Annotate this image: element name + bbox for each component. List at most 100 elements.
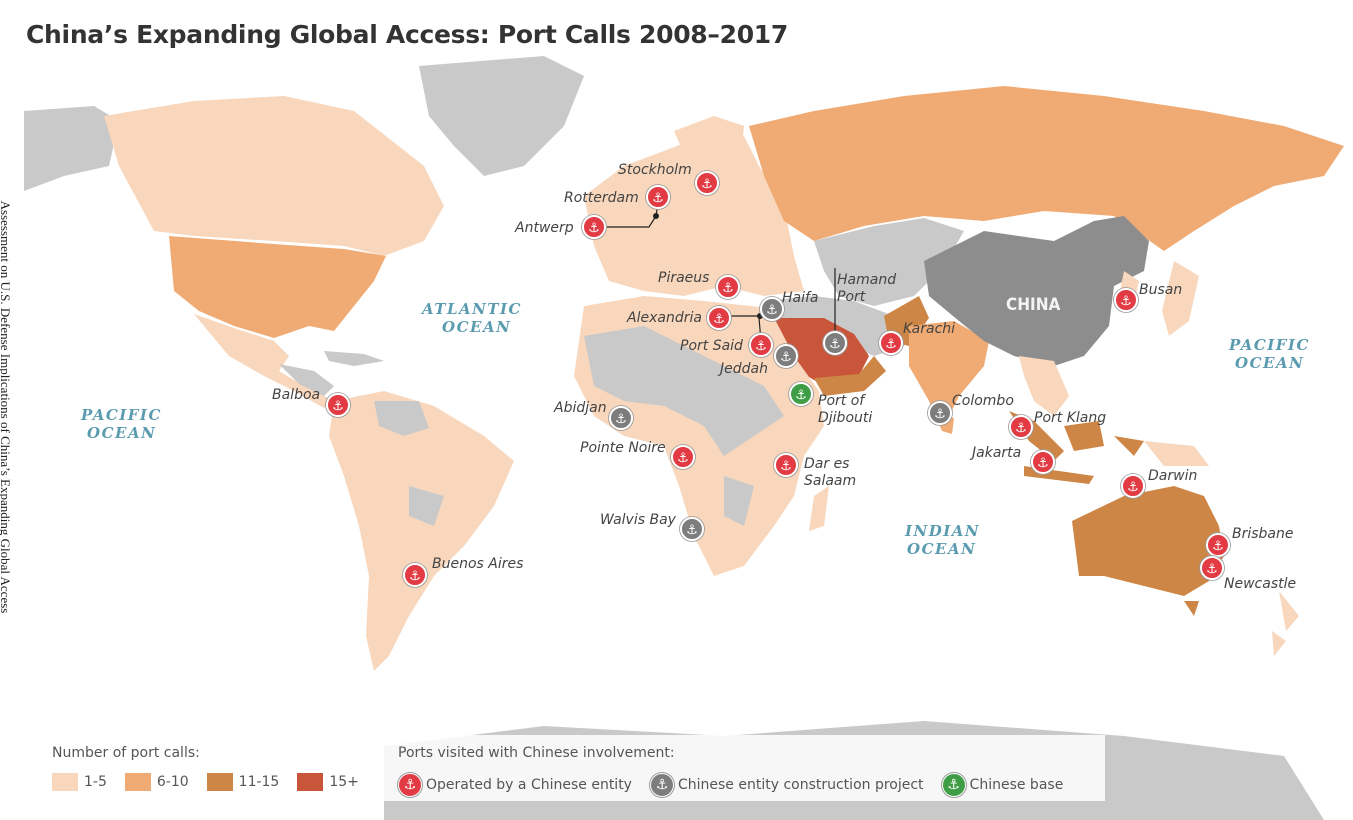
legend: Number of port calls: 1-5 6-10 11-15 15+… [40, 735, 1105, 801]
anchor-icon: ⚓ [713, 312, 725, 327]
anchor-icon: ⚓ [941, 773, 966, 797]
port-marker-port-of-djibouti: ⚓ [788, 381, 814, 407]
ocean-label-pacific-e-2: OCEAN [1235, 354, 1304, 372]
central-america-grey [279, 364, 334, 396]
port-label-hamand-port: Hamand Port [837, 272, 896, 305]
anchor-icon: ⚓ [332, 399, 344, 414]
port-label-brisbane: Brisbane [1232, 526, 1294, 542]
swatch-11-15 [206, 773, 233, 791]
port-marker-abidjan: ⚓ [608, 405, 634, 431]
anchor-icon: ⚓ [615, 412, 627, 427]
legend-item-15-plus: 15+ [297, 773, 359, 791]
port-label-rotterdam: Rotterdam [564, 190, 639, 206]
anchor-icon: ⚓ [409, 569, 421, 584]
legend-label-1-5: 1-5 [84, 774, 107, 790]
ocean-label-indian-1: INDIAN [904, 522, 980, 540]
port-marker-port-said: ⚓ [748, 332, 774, 358]
anchor-icon: ⚓ [677, 451, 689, 466]
anchor-icon: ⚓ [766, 303, 778, 318]
anchor-icon: ⚓ [398, 773, 422, 797]
legend-label-15-plus: 15+ [329, 774, 359, 790]
port-marker-stockholm: ⚓ [694, 170, 720, 196]
madagascar [809, 486, 829, 531]
port-marker-piraeus: ⚓ [715, 274, 741, 300]
se-asia [1019, 356, 1069, 416]
anchor-icon: ⚓ [1120, 294, 1132, 309]
anchor-icon: ⚓ [686, 523, 698, 538]
port-marker-pointe-noire: ⚓ [670, 444, 696, 470]
anchor-icon: ⚓ [1127, 480, 1139, 495]
port-label-newcastle: Newcastle [1224, 576, 1296, 592]
port-marker-port-klang: ⚓ [1008, 414, 1034, 440]
anchor-icon: ⚓ [780, 459, 792, 474]
world-map: CHINA ATLANTIC OCEAN PACIFIC OCEAN PACIF… [24, 56, 1353, 820]
port-marker-jakarta: ⚓ [1030, 449, 1056, 475]
anchor-icon: ⚓ [701, 177, 713, 192]
swatch-15-plus [297, 773, 324, 791]
legend-label-operated: Operated by a Chinese entity [426, 777, 632, 793]
anchor-icon: ⚓ [885, 337, 897, 352]
port-label-walvis-bay: Walvis Bay [600, 512, 677, 528]
papua [1144, 441, 1209, 466]
new-zealand [1272, 591, 1299, 656]
port-marker-rotterdam: ⚓ [645, 184, 671, 210]
indonesia [1009, 411, 1144, 484]
legend-calls-row: 1-5 6-10 11-15 15+ [52, 773, 377, 791]
legend-item-operated: ⚓ Operated by a Chinese entity [398, 773, 632, 797]
africa-grey [584, 326, 784, 526]
greenland [419, 56, 584, 176]
port-label-alexandria: Alexandria [626, 310, 702, 326]
port-label-stockholm: Stockholm [618, 162, 692, 178]
port-marker-hamand-port: ⚓ [822, 330, 848, 356]
ocean-label-pacific-w-2: OCEAN [87, 424, 156, 442]
alaska [24, 106, 119, 191]
port-label-port-of-djibouti: Port of Djibouti [818, 393, 872, 426]
port-label-jakarta: Jakarta [969, 445, 1021, 461]
legend-involvement-title: Ports visited with Chinese involvement: [398, 745, 675, 761]
oman-yemen [814, 356, 886, 396]
anchor-icon: ⚓ [652, 191, 664, 206]
port-marker-buenos-aires: ⚓ [402, 562, 428, 588]
anchor-icon: ⚓ [829, 337, 841, 352]
usa [169, 236, 386, 338]
port-marker-newcastle: ⚓ [1199, 555, 1225, 581]
scandinavia [674, 116, 744, 196]
mexico [194, 314, 334, 408]
legend-item-11-15: 11-15 [206, 773, 279, 791]
port-marker-dar-es-salaam: ⚓ [773, 452, 799, 478]
anchor-icon: ⚓ [649, 773, 674, 797]
anchor-icon: ⚓ [722, 281, 734, 296]
port-label-dar-es-salaam: Dar es Salaam [804, 456, 856, 489]
russia [749, 86, 1344, 251]
port-marker-colombo: ⚓ [927, 400, 953, 426]
map-title: China’s Expanding Global Access: Port Ca… [26, 20, 788, 49]
legend-calls-title: Number of port calls: [52, 745, 200, 761]
swatch-6-10 [124, 773, 151, 791]
port-label-colombo: Colombo [952, 393, 1014, 409]
port-label-balboa: Balboa [272, 387, 320, 403]
canada [104, 96, 444, 256]
anchor-icon: ⚓ [1015, 421, 1027, 436]
caribbean [324, 351, 384, 366]
port-label-port-klang: Port Klang [1034, 410, 1106, 426]
anchor-icon: ⚓ [588, 221, 600, 236]
korea-japan [1119, 261, 1199, 336]
anchor-icon: ⚓ [1037, 456, 1049, 471]
ocean-label-pacific-w-1: PACIFIC [80, 406, 162, 424]
port-label-haifa: Haifa [782, 290, 819, 306]
legend-item-1-5: 1-5 [52, 773, 107, 791]
legend-item-construction: ⚓ Chinese entity construction project [649, 773, 924, 797]
port-markers: ⚓ ⚓ ⚓ ⚓ ⚓ ⚓ ⚓ ⚓ ⚓ ⚓ ⚓ ⚓ ⚓ ⚓ ⚓ ⚓ ⚓ ⚓ ⚓ ⚓ ⚓ ⚓ ⚓ ⚓ [325, 170, 1231, 588]
port-label-port-said: Port Said [680, 338, 743, 354]
anchor-icon: ⚓ [1212, 539, 1224, 554]
port-label-abidjan: Abidjan [553, 400, 607, 416]
anchor-icon: ⚓ [755, 339, 767, 354]
port-label-darwin: Darwin [1148, 468, 1197, 484]
anchor-icon: ⚓ [795, 388, 807, 403]
port-labels: Stockholm Rotterdam Antwerp Piraeus Haifa Ale… [272, 162, 1296, 592]
swatch-1-5 [52, 773, 78, 791]
ocean-label-indian-2: OCEAN [907, 540, 976, 558]
europe [584, 131, 804, 296]
side-caption: Assessment on U.S. Defense Implications … [0, 200, 13, 614]
port-marker-haifa: ⚓ [759, 296, 785, 322]
